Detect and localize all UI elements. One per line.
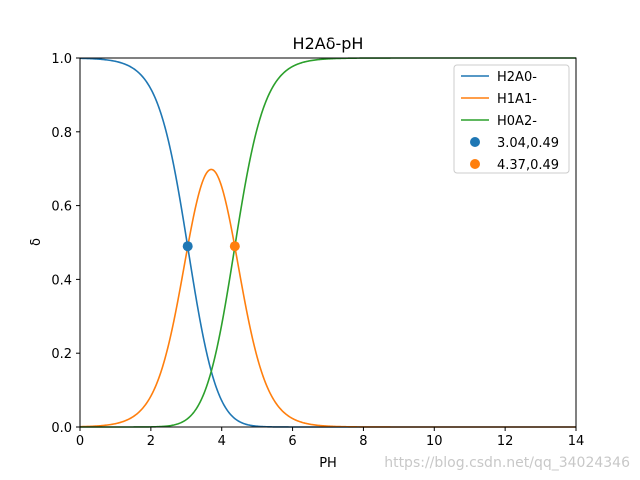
x-axis-label: PH <box>319 456 337 471</box>
legend-box <box>453 64 570 174</box>
y-axis-ticks: 0.0 0.2 0.4 0.6 0.8 1.0 <box>51 52 80 436</box>
watermark: https://blog.csdn.net/qq_34024346 <box>384 455 630 471</box>
x-tick-label: 14 <box>568 434 585 449</box>
y-tick-label: 0.8 <box>51 126 72 141</box>
marked-point-2 <box>229 241 240 252</box>
x-tick-label: 0 <box>76 434 84 449</box>
y-tick-label: 0.6 <box>51 200 72 215</box>
marked-point-1 <box>182 241 193 252</box>
legend: H2A0- H1A1- H0A2- 3.04,0.49 4.37,0.49 <box>453 64 570 174</box>
y-tick-label: 1.0 <box>51 52 72 67</box>
legend-entry: H1A1- <box>497 92 537 107</box>
x-tick-label: 12 <box>497 434 514 449</box>
legend-swatch-point <box>470 159 480 169</box>
legend-entry: H2A0- <box>497 70 537 85</box>
x-tick-label: 10 <box>426 434 443 449</box>
x-tick-label: 6 <box>288 434 296 449</box>
y-axis-label: δ <box>29 238 44 246</box>
x-tick-label: 4 <box>218 434 226 449</box>
legend-entry: 3.04,0.49 <box>497 136 559 151</box>
legend-entry: H0A2- <box>497 114 537 129</box>
marked-points <box>182 241 240 252</box>
legend-entry: 4.37,0.49 <box>497 158 559 173</box>
y-tick-label: 0.0 <box>51 421 72 436</box>
y-tick-label: 0.2 <box>51 347 72 362</box>
plot-frame <box>79 57 577 428</box>
x-tick-label: 2 <box>147 434 155 449</box>
series-line-2 <box>79 168 576 428</box>
chart-title: H2Aδ-pH <box>293 34 364 53</box>
y-tick-label: 0.4 <box>51 273 72 288</box>
legend-swatch-point <box>470 137 480 147</box>
x-tick-label: 8 <box>359 434 367 449</box>
x-axis-ticks: 0 2 4 6 8 10 12 14 <box>76 427 584 449</box>
